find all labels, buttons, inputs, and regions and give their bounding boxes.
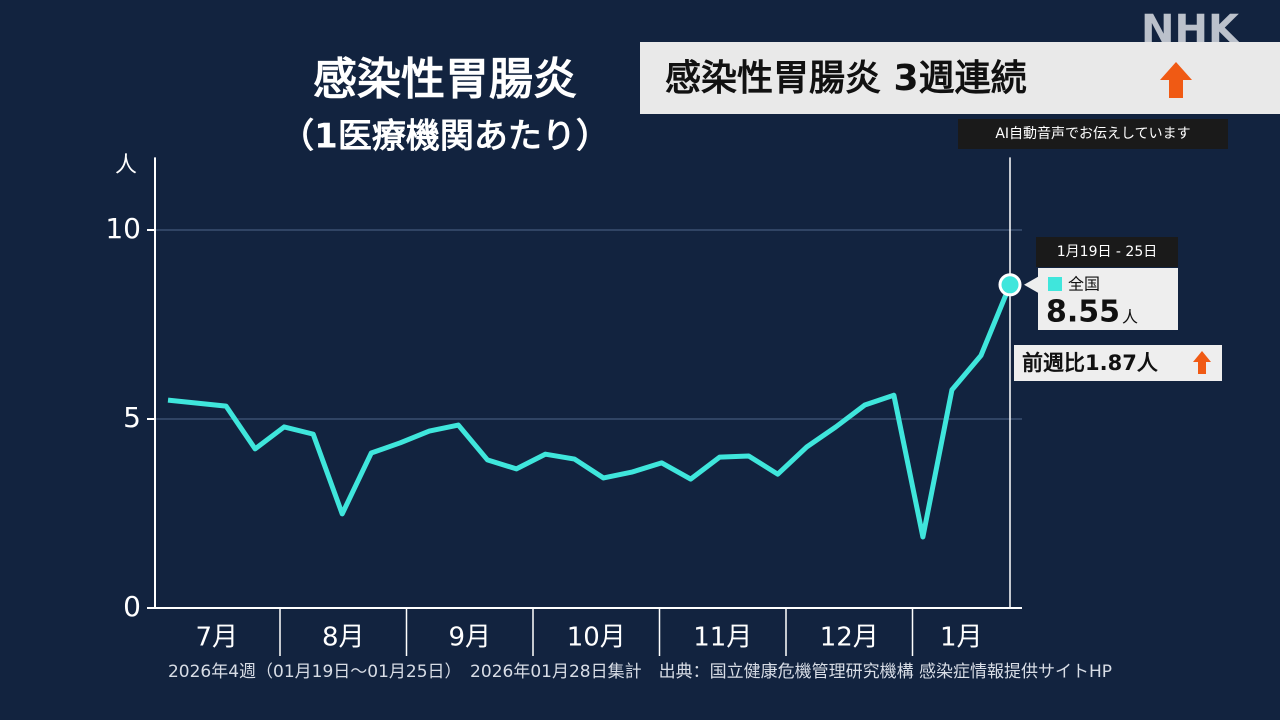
legend-swatch <box>1048 277 1062 291</box>
change-box <box>1014 345 1222 381</box>
x-tick-label: 10月 <box>567 623 626 653</box>
callout-pointer <box>1024 276 1038 293</box>
line <box>167 283 1013 540</box>
value-label: 8.55 <box>1046 295 1120 330</box>
up-arrow <box>1160 62 1192 98</box>
callout-date: 1月19日 - 25日 <box>1057 244 1158 260</box>
chart-title: 感染性胃腸炎 <box>313 54 577 105</box>
legend-label: 全国 <box>1068 275 1100 294</box>
caption-box <box>958 119 1228 149</box>
value-unit: 人 <box>1122 308 1138 327</box>
x-tick-label: 7月 <box>195 623 238 653</box>
x-tick-label: 11月 <box>693 623 752 653</box>
x-tick-label: 1月 <box>940 623 983 653</box>
x-tick-label: 8月 <box>322 623 365 653</box>
chart-subtitle: （1医療機関あたり） <box>280 117 610 157</box>
callout-date-box <box>1036 237 1178 267</box>
caption: AI自動音声でお伝えしています <box>995 125 1190 142</box>
change-arrow <box>1193 351 1211 374</box>
y-unit: 人 <box>115 153 137 178</box>
x-tick-label: 12月 <box>820 623 879 653</box>
y-tick-label: 5 <box>123 401 141 434</box>
y-tick-label: 0 <box>123 590 141 623</box>
change-label: 前週比1.87人 <box>1022 351 1158 375</box>
y-tick-label: 10 <box>105 212 141 245</box>
banner-title: 感染性胃腸炎 3週連続 <box>665 58 1027 99</box>
latest-point <box>998 273 1022 297</box>
footer: 2026年4週（01月19日～01月25日） 2026年01月28日集計 出典：… <box>168 662 1112 682</box>
x-tick-label: 9月 <box>448 623 491 653</box>
